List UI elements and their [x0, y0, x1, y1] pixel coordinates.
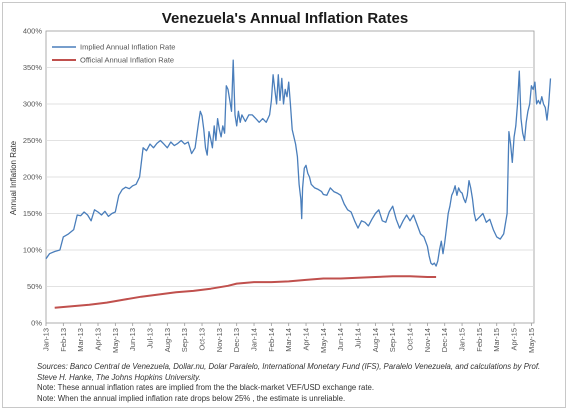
x-tick-label: Jul-13 [146, 328, 155, 348]
x-tick-label: Feb-13 [59, 328, 68, 352]
x-tick-label: Jun-14 [336, 328, 345, 351]
x-tick-label: Jan-13 [42, 328, 51, 351]
x-tick-label: Apr-14 [302, 328, 311, 351]
x-tick-label: Mar-13 [76, 328, 85, 352]
x-tick-label: Apr-15 [510, 328, 519, 351]
x-tick-label: Aug-13 [163, 328, 172, 352]
x-tick-label: Jul-14 [354, 328, 363, 348]
x-tick-label: May-14 [319, 328, 328, 353]
y-tick-label: 200% [23, 173, 43, 182]
series-line-implied [45, 59, 552, 267]
inflation-chart: Venezuela's Annual Inflation Rates 0% 50%… [9, 10, 552, 353]
y-axis-ticks: 0% 50% 100% 150% 200% 250% 300% 350% 400% [23, 27, 43, 328]
series-line-official [54, 275, 437, 309]
y-tick-label: 300% [23, 100, 43, 109]
x-axis-ticks: Jan-13 Feb-13 Mar-13 Apr-13 May-13 Jun-13 Jul-… [42, 323, 536, 353]
x-tick-label: Dec-13 [232, 328, 241, 352]
x-tick-label: Feb-14 [267, 328, 276, 352]
y-axis-label: Annual Inflation Rate [9, 140, 18, 215]
x-tick-label: Jun-13 [128, 328, 137, 351]
gridlines [45, 30, 535, 324]
sources-note: Sources: Banco Central de Venezuela, Dol… [37, 362, 541, 382]
x-tick-label: Apr-13 [94, 328, 103, 351]
legend: Implied Annual Inflation Rate Official An… [52, 43, 175, 65]
legend-label: Implied Annual Inflation Rate [80, 43, 175, 52]
x-tick-label: Feb-15 [475, 328, 484, 352]
chart-title: Venezuela's Annual Inflation Rates [162, 10, 408, 27]
x-tick-label: Dec-14 [440, 328, 449, 352]
y-tick-label: 150% [23, 209, 43, 218]
x-tick-label: Nov-14 [423, 328, 432, 352]
y-tick-label: 50% [27, 282, 42, 291]
x-tick-label: Oct-13 [198, 328, 207, 351]
y-tick-label: 350% [23, 63, 43, 72]
x-tick-label: May-15 [527, 328, 536, 353]
y-tick-label: 100% [23, 246, 43, 255]
chart-notes: Sources: Banco Central de Venezuela, Dol… [37, 362, 557, 404]
exchange-rate-note: Note: These annual inflation rates are i… [37, 383, 375, 392]
x-tick-label: Sep-13 [180, 328, 189, 352]
y-tick-label: 0% [31, 319, 42, 328]
chart-frame: Venezuela's Annual Inflation Rates 0% 50%… [2, 2, 566, 408]
series-lines [45, 59, 552, 309]
x-tick-label: Nov-13 [215, 328, 224, 352]
x-tick-label: Sep-14 [388, 328, 397, 352]
x-tick-label: Aug-14 [371, 328, 380, 352]
x-tick-label: May-13 [111, 328, 120, 353]
y-tick-label: 400% [23, 27, 43, 36]
reliability-note: Note: When the annual implied inflation … [37, 393, 346, 403]
legend-label: Official Annual Inflation Rate [80, 56, 174, 65]
y-tick-label: 250% [23, 136, 43, 145]
x-tick-label: Jan-14 [250, 328, 259, 351]
x-tick-label: Mar-14 [284, 328, 293, 352]
x-tick-label: Oct-14 [406, 328, 415, 351]
x-tick-label: Jan-15 [458, 328, 467, 351]
x-tick-label: Mar-15 [492, 328, 501, 352]
